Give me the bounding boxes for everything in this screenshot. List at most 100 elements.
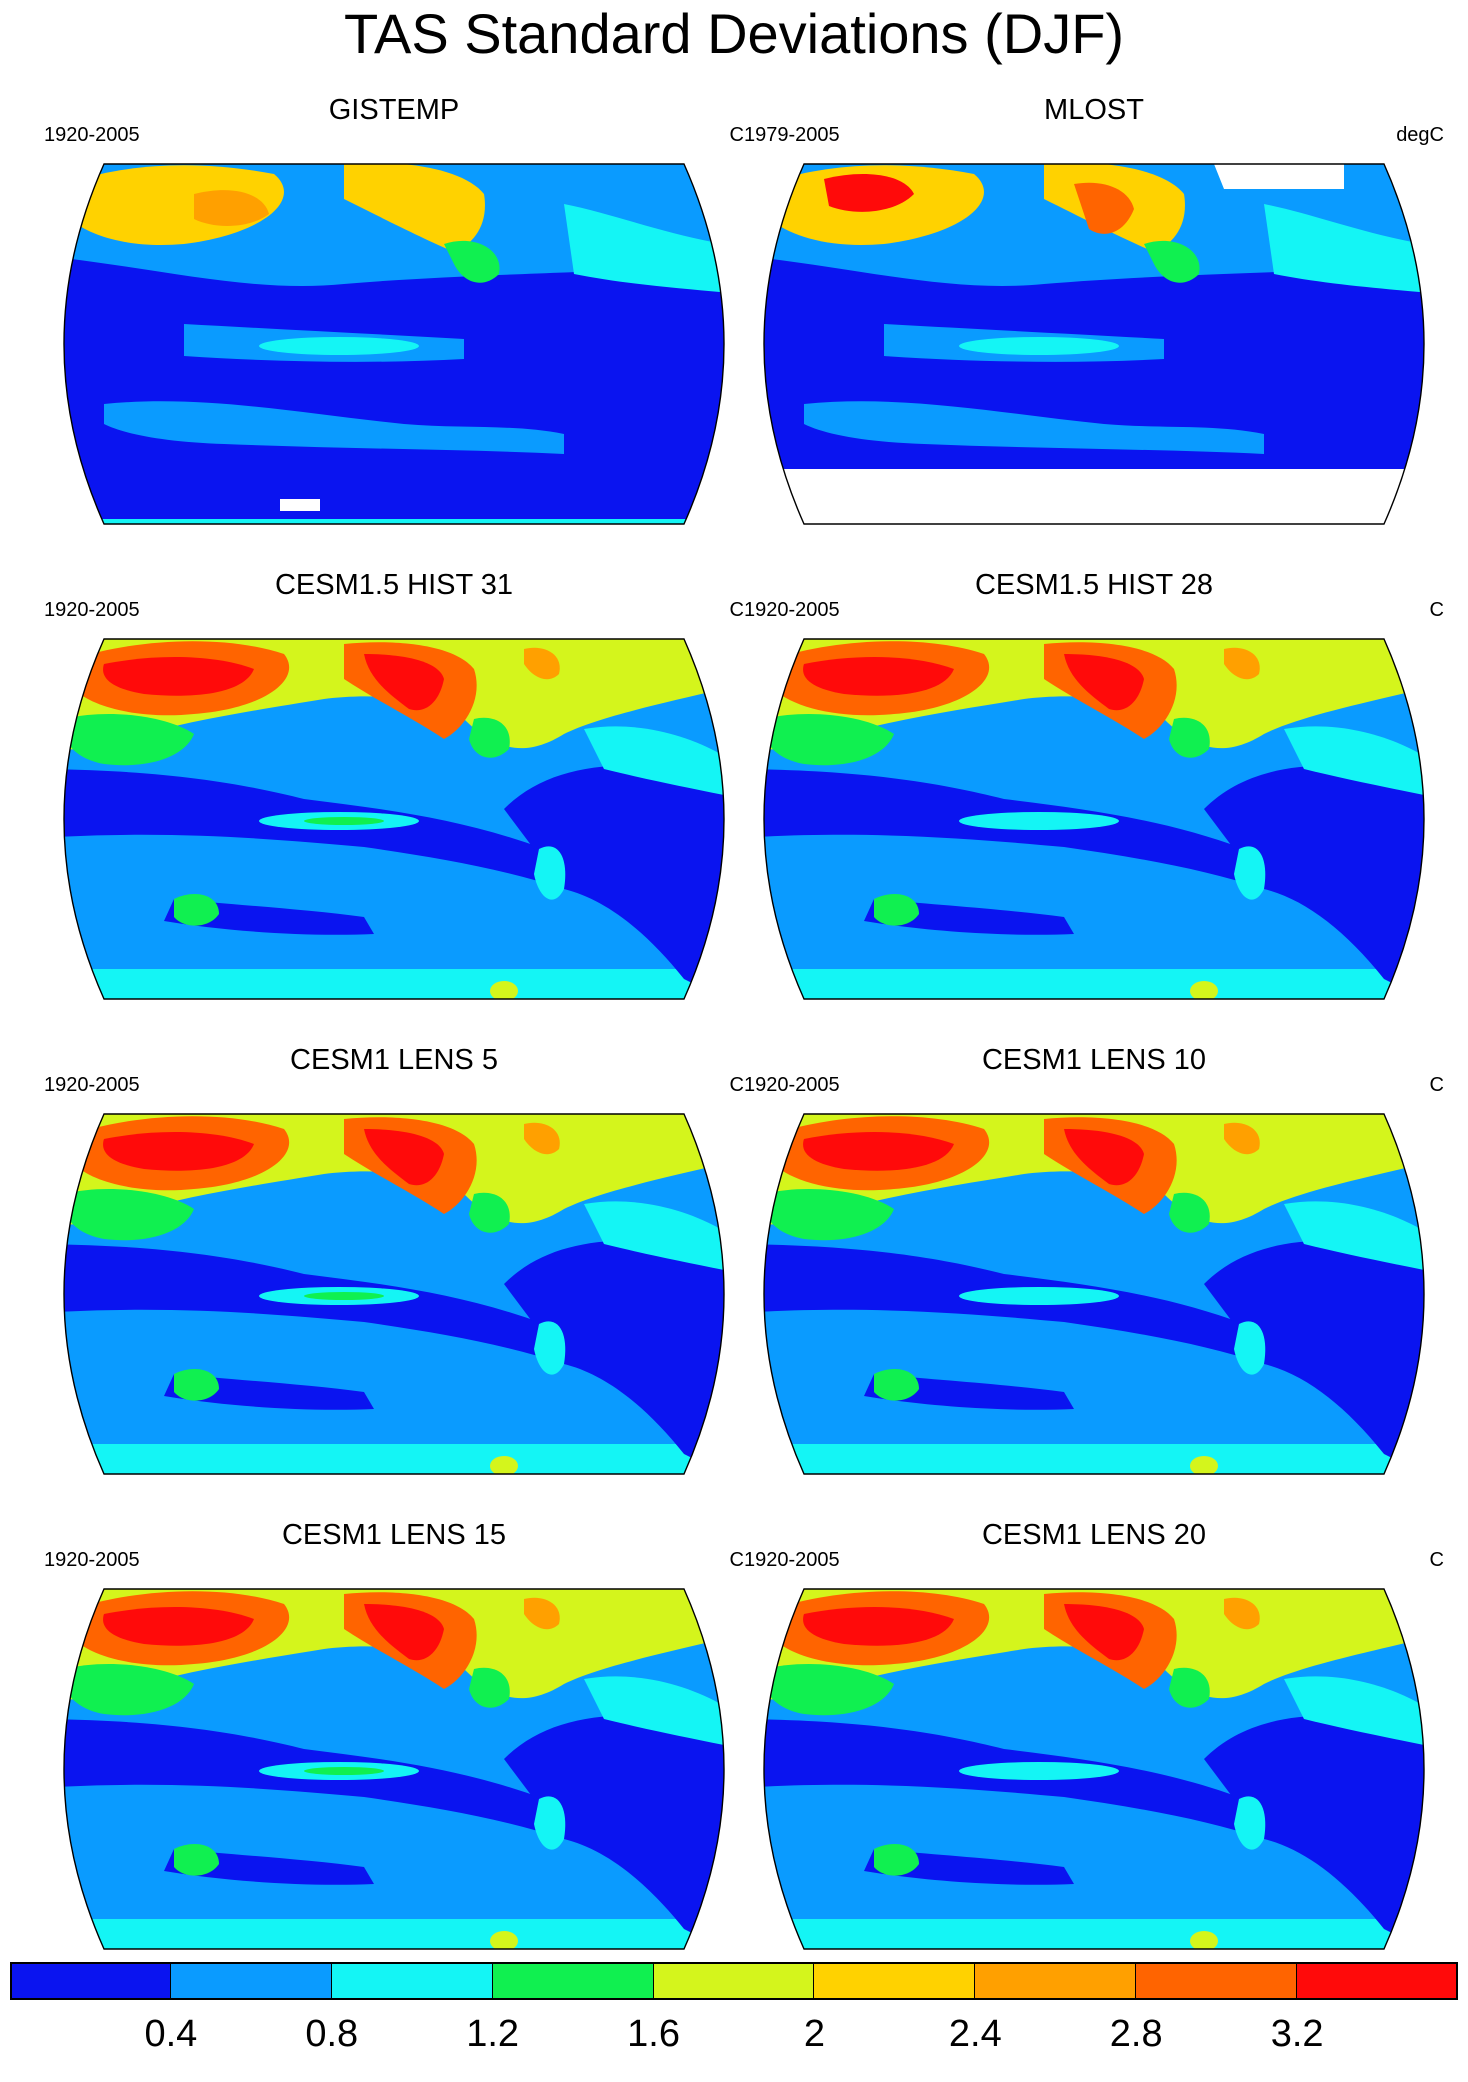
asia-midlat [764,714,894,766]
antarctic-peninsula-spot [1190,1931,1218,1949]
atlantic-north [584,1676,724,1749]
map-outline [763,1588,1425,1950]
atlantic-band [504,1234,724,1474]
atlantic-north [1284,1676,1424,1749]
canada-core [1064,1604,1144,1661]
map-field [764,1589,1424,1949]
atlantic-band [1204,759,1424,999]
south-america [1234,1321,1266,1375]
canada-core [364,1129,444,1186]
colorbar-swatch [331,1962,493,2000]
colorbar-label: 3.2 [1270,2013,1324,2055]
us-east [1144,240,1200,283]
greenland-spot [524,647,560,680]
panel-mlost: MLOST 1979-2005 degC [744,94,1444,564]
panel-period: 1920-2005 [744,1549,840,1571]
panel-title: CESM1.5 HIST 31 [274,569,513,601]
colorbar-label: 2 [803,2013,825,2055]
panel-title: CESM1 LENS 15 [281,1519,507,1551]
panel-units: C [729,1549,744,1571]
panel-units: C [729,1074,744,1096]
southern-ocean-band [764,1444,1424,1474]
panel-period: 1920-2005 [44,599,140,621]
southern-band [104,401,564,454]
colorbar-label: 1.2 [466,2013,520,2055]
southern-ocean-band [64,1444,724,1474]
colorbar-swatch [653,1962,815,2000]
panel-cesm15-hist-31: CESM1.5 HIST 31 1920-2005 C [44,569,744,1039]
southern-band [804,401,1264,454]
us-east [469,717,510,758]
atlantic-band [1204,1234,1424,1474]
southern-ocean-band [764,969,1424,999]
colorbar-swatch [975,1962,1137,2000]
map-outline [763,1113,1425,1475]
enso-tongue [959,1287,1119,1305]
panel-cesm1-lens-10: CESM1 LENS 10 1920-2005 C [744,1044,1444,1514]
indo-pacific-band [64,1719,564,1839]
panel-units: C [1429,1549,1444,1571]
asia-midlat [64,1189,194,1241]
antarctic-peninsula-spot [1190,1456,1218,1474]
map-field [764,164,1424,524]
antarctic-peninsula-spot [490,1931,518,1949]
colorbar-swatch [814,1962,976,2000]
panel-title: GISTEMP [328,94,460,126]
panel-title: CESM1 LENS 20 [981,1519,1207,1551]
greenland-spot [1224,1597,1260,1630]
greenland-spot [524,1597,560,1630]
figure-title: TAS Standard Deviations (DJF) [343,2,1125,65]
enso-core [304,817,384,825]
atlantic-north [1284,1201,1424,1274]
australia [174,1844,219,1876]
asia-midlat [764,1189,894,1241]
temperature-map [63,1113,725,1475]
temperature-map [63,163,725,525]
antarctic-peninsula-spot [1190,981,1218,999]
temperature-map [63,638,725,1000]
enso-tongue [259,337,419,355]
atlantic-band [504,1709,724,1949]
panel-units: degC [1396,124,1444,146]
enso-core [304,1292,384,1300]
colorbar-swatch [1136,1962,1298,2000]
antarctic-peninsula-spot [490,1456,518,1474]
siberia-core [103,657,255,696]
missing-arctic [894,164,1424,189]
indo-pacific-band [64,769,564,889]
colorbar-swatch [170,1962,332,2000]
siberia-core [103,1607,255,1646]
southern-ocean-band [64,969,724,999]
colorbar-label: 1.6 [627,2013,680,2055]
asia-midlat [64,1664,194,1716]
australia [174,1369,219,1401]
us-east [1169,1192,1210,1233]
siberia-core [803,1132,954,1171]
canada-core [1064,1129,1144,1186]
atlantic-north [1284,726,1424,799]
colorbar-label: 2.8 [1109,2013,1163,2055]
panel-units: C [1429,1074,1444,1096]
map-field [764,1114,1424,1474]
south-america [534,1321,566,1375]
colorbar-label: 0.4 [144,2013,198,2055]
map-outline [63,1113,725,1475]
canada-core [364,1604,444,1661]
missing-antarctica [764,469,1424,524]
panel-title: MLOST [1044,94,1144,126]
map-outline [63,638,725,1000]
panel-cesm15-hist-28: CESM1.5 HIST 28 1920-2005 C [744,569,1444,1039]
map-outline [63,163,725,525]
enso-tongue [959,812,1119,830]
temperature-map [763,1113,1425,1475]
enso-core [304,1767,384,1775]
map-field [64,1589,724,1949]
map-field [64,1114,724,1474]
siberia-core [803,1607,954,1646]
australia [874,894,919,926]
map-field [64,164,724,524]
asia-midlat [764,1664,894,1716]
colorbar-swatch [492,1962,654,2000]
indo-pacific-band [764,769,1264,889]
panel-units: C [729,124,744,146]
